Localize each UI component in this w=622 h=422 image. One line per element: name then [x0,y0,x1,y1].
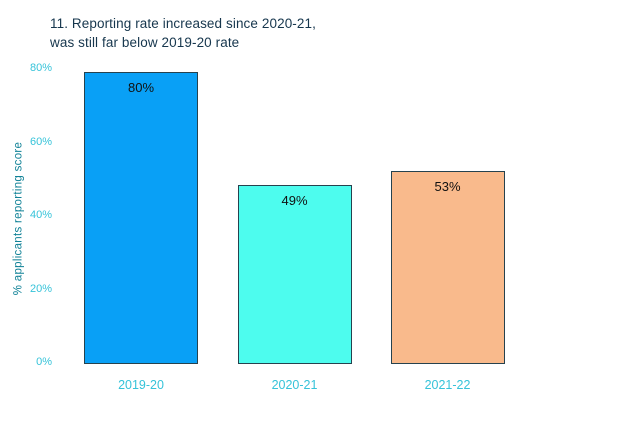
y-tick-label: 20% [29,282,52,295]
y-tick-label: 80% [29,62,52,75]
bar-2021-22 [390,170,505,364]
bar-value-label: 80% [127,80,155,95]
bar-2019-20 [84,72,198,364]
bar-value-label: 53% [434,178,461,194]
x-tick-label: 2019-20 [118,378,164,392]
x-tick-label: 2021-22 [424,378,471,392]
bar-value-label: 49% [281,193,308,209]
y-tick-label: 0% [36,356,52,368]
chart-title-line1: 11. Reporting rate increased since 2020-… [50,16,316,31]
chart-title-line2: was still far below 2019-20 rate [50,34,240,50]
bar-2020-21 [237,185,352,364]
y-tick-label: 60% [29,135,52,148]
x-tick-label: 2020-21 [271,378,318,392]
chart-title: 11. Reporting rate increased since 2020-… [50,15,316,52]
y-tick-label: 40% [29,209,52,222]
